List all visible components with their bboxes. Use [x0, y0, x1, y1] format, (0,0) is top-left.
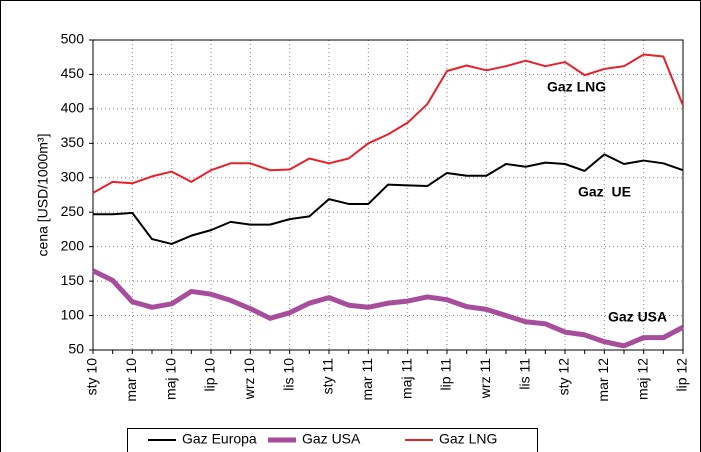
- y-axis-label: cena [USD/1000m³]: [35, 134, 51, 257]
- x-tick-label: lip 11: [438, 358, 454, 391]
- x-tick-label: wrz 10: [241, 358, 257, 400]
- x-tick-label: sty 12: [556, 358, 572, 396]
- y-tick-label: 500: [61, 31, 85, 47]
- series-line: [91, 268, 685, 349]
- y-tick-label: 350: [61, 134, 85, 150]
- legend-box: [127, 428, 538, 452]
- x-tick-label: sty 10: [84, 358, 100, 396]
- legend-label: Gaz LNG: [439, 431, 497, 447]
- x-tick-label: mar 11: [359, 358, 375, 401]
- y-tick-label: 450: [61, 65, 85, 81]
- y-tick-label: 300: [61, 168, 85, 184]
- annotation: Gaz USA: [608, 309, 667, 325]
- x-tick-label: maj 12: [634, 358, 650, 400]
- legend-label: Gaz USA: [302, 431, 361, 447]
- series-line: [92, 53, 684, 194]
- y-tick-label: 50: [68, 341, 84, 357]
- x-tick-label: sty 11: [320, 358, 336, 395]
- y-tick-label: 400: [61, 100, 85, 116]
- x-tick-label: wrz 11: [477, 358, 493, 399]
- x-tick-label: lis 11: [516, 358, 532, 390]
- x-tick-label: maj 10: [162, 358, 178, 400]
- legend-label: Gaz Europa: [182, 431, 257, 447]
- plot-border: [92, 39, 684, 351]
- x-tick-label: mar 12: [595, 358, 611, 402]
- annotation: Gaz LNG: [547, 79, 606, 95]
- annotation: Gaz UE: [578, 184, 631, 200]
- y-tick-label: 250: [61, 203, 85, 219]
- x-tick-label: mar 10: [123, 358, 139, 402]
- y-tick-label: 200: [61, 237, 85, 253]
- y-tick-label: 150: [61, 272, 85, 288]
- series-line: [93, 153, 684, 245]
- x-tick-label: lip 10: [202, 358, 218, 392]
- y-tick-label: 100: [61, 306, 85, 322]
- x-tick-label: lip 12: [674, 358, 690, 392]
- x-tick-label: lis 10: [280, 358, 296, 391]
- x-tick-label: maj 11: [398, 358, 414, 399]
